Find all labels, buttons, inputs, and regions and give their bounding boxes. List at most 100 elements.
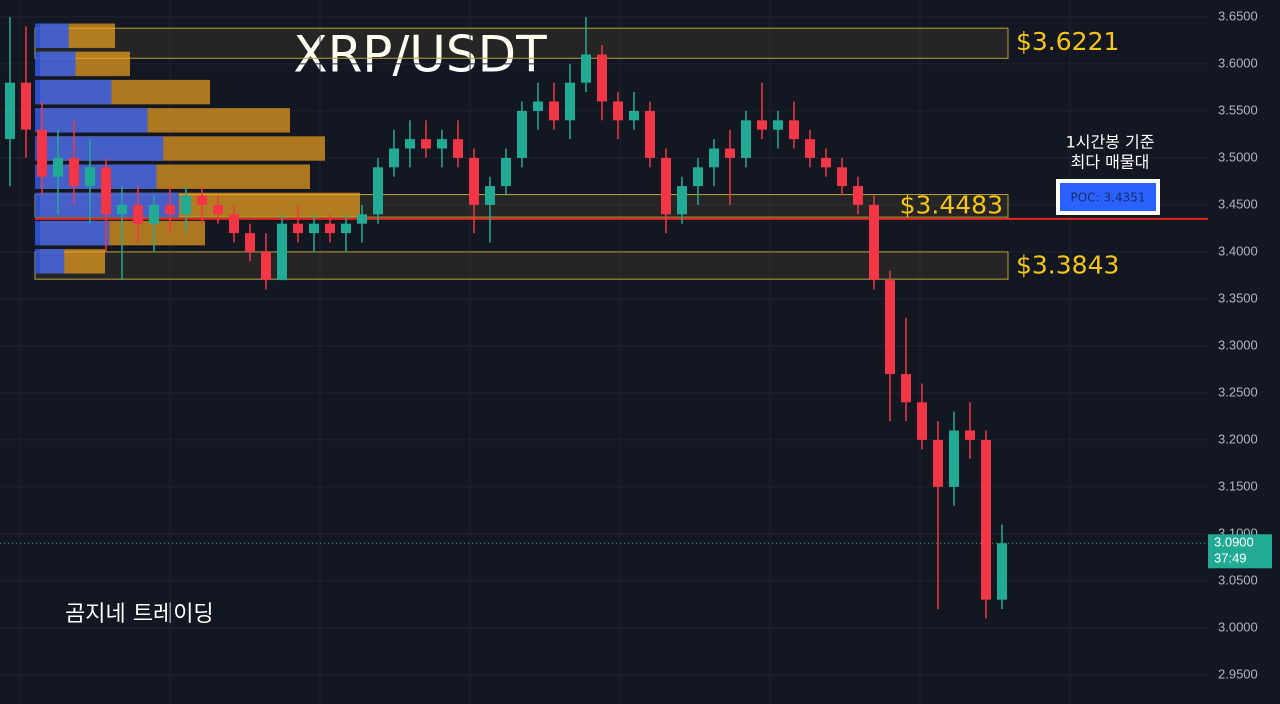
candle-body bbox=[821, 157, 831, 168]
candle-body bbox=[149, 204, 159, 224]
candle-body bbox=[837, 167, 847, 187]
candle-body bbox=[917, 402, 927, 440]
profile-bar bbox=[35, 220, 110, 246]
zone-label: $3.4483 bbox=[900, 191, 1003, 220]
candle-body bbox=[805, 139, 815, 158]
candle-body bbox=[661, 157, 671, 215]
candle-body bbox=[853, 186, 863, 205]
profile-bar bbox=[35, 249, 65, 274]
y-tick-label: 3.5500 bbox=[1218, 102, 1258, 117]
profile-bar bbox=[35, 79, 112, 105]
candle-body bbox=[645, 110, 655, 158]
y-tick-label: 3.3500 bbox=[1218, 290, 1258, 305]
candle-body bbox=[5, 82, 15, 140]
candle-body bbox=[485, 186, 495, 205]
poc-box bbox=[1056, 179, 1160, 215]
candle-body bbox=[725, 148, 735, 158]
y-tick-label: 3.4000 bbox=[1218, 243, 1258, 258]
y-tick-label: 3.0000 bbox=[1218, 619, 1258, 634]
candle-body bbox=[85, 167, 95, 187]
y-tick-label: 3.2500 bbox=[1218, 384, 1258, 399]
candle-body bbox=[965, 430, 975, 440]
candle-body bbox=[293, 223, 303, 234]
candle-body bbox=[373, 167, 383, 215]
candle-body bbox=[757, 120, 767, 130]
candle-body bbox=[581, 54, 591, 83]
candle-body bbox=[197, 195, 207, 205]
candle-body bbox=[517, 110, 527, 158]
countdown: 37:49 bbox=[1214, 551, 1247, 566]
candle-body bbox=[453, 139, 463, 158]
candle-body bbox=[309, 223, 319, 234]
candle-body bbox=[37, 129, 47, 177]
candle-body bbox=[773, 120, 783, 130]
candle-body bbox=[981, 439, 991, 600]
candle-body bbox=[437, 139, 447, 149]
y-tick-label: 3.5000 bbox=[1218, 149, 1258, 164]
candle-body bbox=[229, 214, 239, 234]
chart-title: XRP/USDT bbox=[293, 26, 547, 84]
candle-body bbox=[869, 204, 879, 281]
candle-body bbox=[69, 157, 79, 187]
profile-bar bbox=[35, 108, 148, 133]
candle-body bbox=[677, 186, 687, 215]
candle-body bbox=[117, 204, 127, 215]
candle-body bbox=[533, 101, 543, 111]
candle-body bbox=[245, 233, 255, 252]
candle-body bbox=[693, 167, 703, 187]
y-tick-label: 2.9500 bbox=[1218, 666, 1258, 681]
candle-body bbox=[341, 223, 351, 234]
poc-note: 최다 매물대 bbox=[1071, 153, 1150, 172]
current-price-box bbox=[1208, 534, 1272, 569]
profile-bar bbox=[35, 51, 76, 77]
y-tick-label: 3.6000 bbox=[1218, 55, 1258, 70]
candle-body bbox=[261, 251, 271, 281]
candle-body bbox=[165, 204, 175, 215]
candle-body bbox=[213, 204, 223, 215]
current-price-label: 3.0900 bbox=[1214, 535, 1254, 550]
candle-body bbox=[997, 543, 1007, 600]
y-tick-label: 3.0500 bbox=[1218, 572, 1258, 587]
profile-bar bbox=[35, 23, 69, 48]
candle-body bbox=[597, 54, 607, 102]
y-tick-label: 3.4500 bbox=[1218, 196, 1258, 211]
watermark: 곰지네 트레이딩 bbox=[65, 602, 214, 627]
candle-body bbox=[885, 280, 895, 375]
candle-body bbox=[101, 167, 111, 215]
candle-body bbox=[709, 148, 719, 168]
y-tick-label: 3.1500 bbox=[1218, 478, 1258, 493]
candle-body bbox=[277, 223, 287, 281]
candle-body bbox=[357, 214, 367, 224]
candle-body bbox=[501, 157, 511, 187]
y-tick-label: 3.2000 bbox=[1218, 431, 1258, 446]
candle-body bbox=[389, 148, 399, 168]
candle-body bbox=[405, 139, 415, 149]
candle-body bbox=[629, 110, 639, 121]
poc-note: 1시간봉 기준 bbox=[1066, 133, 1155, 152]
y-tick-label: 3.3000 bbox=[1218, 337, 1258, 352]
candle-body bbox=[325, 223, 335, 234]
candle-body bbox=[549, 101, 559, 121]
candle-body bbox=[133, 204, 143, 224]
candle-body bbox=[21, 82, 31, 130]
candle-body bbox=[613, 101, 623, 121]
zone bbox=[34, 27, 1009, 59]
candle-body bbox=[949, 430, 959, 487]
candle-body bbox=[789, 120, 799, 140]
candle-body bbox=[933, 439, 943, 487]
profile-bar bbox=[35, 136, 164, 161]
candle-body bbox=[181, 195, 191, 215]
poc-label: POC: 3.4351 bbox=[1071, 191, 1146, 205]
candle-body bbox=[565, 82, 575, 121]
zone bbox=[34, 251, 1009, 280]
candle-body bbox=[741, 120, 751, 158]
candle-body bbox=[53, 157, 63, 177]
zone-label: $3.6221 bbox=[1016, 27, 1119, 56]
zone-label: $3.3843 bbox=[1016, 251, 1119, 280]
candle-body bbox=[469, 157, 479, 205]
candle-body bbox=[421, 139, 431, 149]
candle-body bbox=[901, 374, 911, 403]
y-tick-label: 3.6500 bbox=[1218, 8, 1258, 23]
